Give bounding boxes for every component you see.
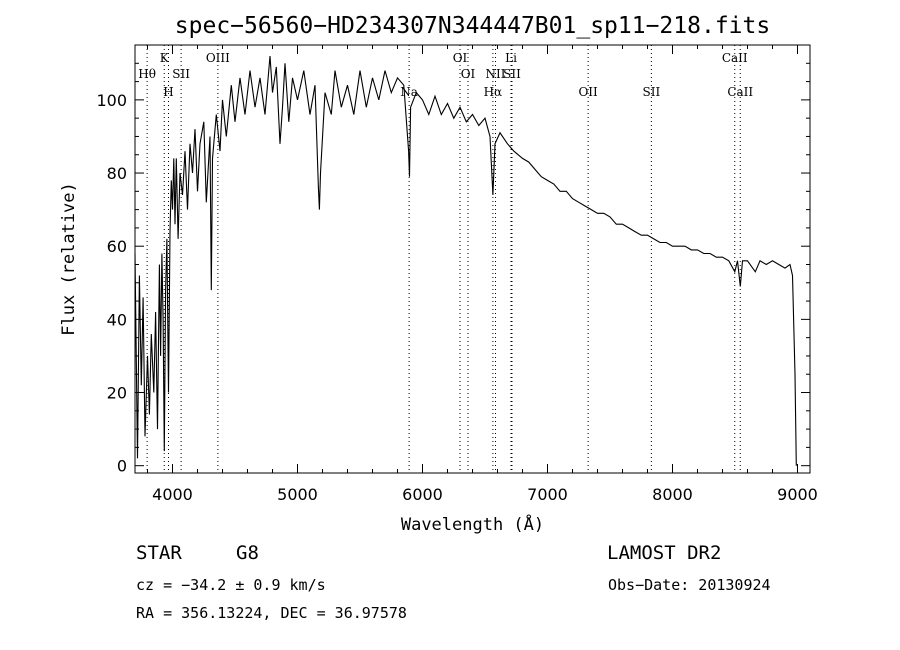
line-marker-label: OII xyxy=(578,85,598,99)
chart-title: spec−56560−HD234307N344447B01_sp11−218.f… xyxy=(175,13,770,39)
line-marker-label: CaII xyxy=(727,85,753,99)
y-tick-label: 80 xyxy=(107,164,127,183)
y-tick-label: 0 xyxy=(117,457,127,476)
y-tick-label: 40 xyxy=(107,310,127,329)
y-tick-label: 100 xyxy=(96,91,127,110)
line-marker-label: CaII xyxy=(722,51,748,65)
x-tick-label: 5000 xyxy=(277,485,318,504)
x-axis-label: Wavelength (Å) xyxy=(401,513,544,535)
obs-date: Obs−Date: 20130924 xyxy=(608,576,771,594)
line-marker-label: K xyxy=(160,51,170,65)
y-tick-label: 20 xyxy=(107,384,127,403)
spectrum-line xyxy=(134,55,797,466)
x-tick-label: 7000 xyxy=(527,485,568,504)
line-marker-label: OI xyxy=(461,67,476,81)
survey-name: LAMOST DR2 xyxy=(607,542,722,564)
line-marker-label: SII xyxy=(503,67,521,81)
line-marker-label: Hα xyxy=(484,85,503,99)
x-tick-label: 4000 xyxy=(152,485,193,504)
object-subclass: G8 xyxy=(236,542,259,564)
line-marker-label: OI xyxy=(453,51,468,65)
line-marker-label: SII xyxy=(643,85,661,99)
line-marker-label: Li xyxy=(505,51,517,65)
line-marker-label: OIII xyxy=(206,51,230,65)
redshift-readout: cz = −34.2 ± 0.9 km/s xyxy=(136,576,326,594)
y-tick-label: 60 xyxy=(107,237,127,256)
y-axis-label: Flux (relative) xyxy=(59,182,79,336)
object-class: STAR xyxy=(136,542,182,564)
x-tick-label: 8000 xyxy=(652,485,693,504)
line-marker-label: H xyxy=(163,85,173,99)
x-tick-label: 9000 xyxy=(777,485,818,504)
coordinates-readout: RA = 356.13224, DEC = 36.97578 xyxy=(136,604,407,622)
line-marker-label: Hθ xyxy=(138,67,156,81)
line-marker-label: SII xyxy=(172,67,190,81)
line-marker-label: Na xyxy=(400,85,418,99)
x-tick-label: 6000 xyxy=(402,485,443,504)
line-marker-label: NII xyxy=(486,67,506,81)
